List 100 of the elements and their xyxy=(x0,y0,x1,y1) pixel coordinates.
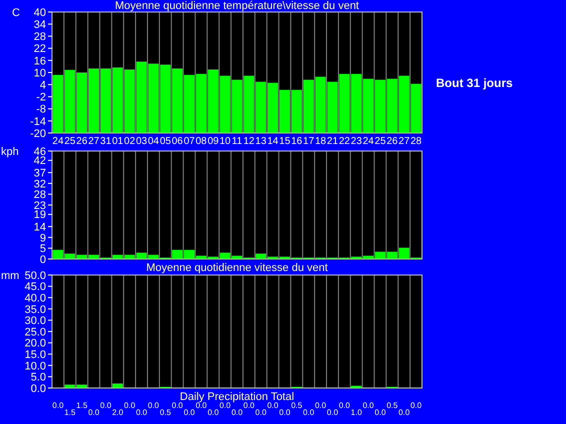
x-tick-label: 18 xyxy=(314,136,327,147)
x-tick-label: 24 xyxy=(362,136,374,147)
x-tick-label: 09 xyxy=(208,136,220,147)
x-axis-title: Moyenne quotidienne vitesse du vent xyxy=(146,262,328,274)
x-tick-label: 02 xyxy=(124,136,136,147)
y-tick-label: -2 xyxy=(36,92,46,104)
x-tick-label: 27 xyxy=(88,136,100,147)
data-label: 0.0 xyxy=(362,401,374,410)
x-tick-label: 11 xyxy=(232,136,243,147)
data-label: 0.0 xyxy=(374,408,386,417)
x-tick-label: 21 xyxy=(326,136,338,147)
data-label: 0.0 xyxy=(100,401,112,410)
y-tick-label: 10.0 xyxy=(24,360,46,372)
data-label: 1.5 xyxy=(76,401,88,410)
data-label: 0.5 xyxy=(160,408,172,417)
y-tick-label: 15.0 xyxy=(24,348,46,361)
y-tick-label: 0.0 xyxy=(30,382,46,395)
x-tick-label: 05 xyxy=(160,136,172,147)
data-label: 0.0 xyxy=(148,401,160,410)
x-tick-label: 13 xyxy=(255,136,267,147)
y-tick-label: 19 xyxy=(34,209,46,222)
data-label: 0.0 xyxy=(136,408,148,417)
y-tick-label: 14 xyxy=(34,221,46,234)
y-tick-label: -14 xyxy=(30,116,46,128)
x-tick-label: 12 xyxy=(243,136,255,147)
y-tick-label: -20 xyxy=(30,128,46,140)
x-tick-label: 01 xyxy=(112,136,124,147)
x-tick-label: 15 xyxy=(279,136,291,147)
chart-title: Moyenne quotidienne température\vitesse du vent xyxy=(115,0,359,12)
y-axis-title: mm xyxy=(1,270,20,282)
data-label: 0.0 xyxy=(196,401,208,410)
x-tick-label: 25 xyxy=(374,136,386,147)
x-tick-label: 08 xyxy=(196,136,208,147)
x-axis-title: Daily Precipitation Total xyxy=(180,391,294,403)
y-tick-label: 9 xyxy=(40,232,46,244)
x-tick-label: 26 xyxy=(386,136,398,147)
data-label: 1.0 xyxy=(350,408,362,417)
x-tick-label: 03 xyxy=(136,136,148,147)
data-label: 0.0 xyxy=(303,408,315,417)
y-tick-label: 10 xyxy=(34,67,46,80)
data-label: 0.0 xyxy=(314,401,327,410)
x-tick-label: 16 xyxy=(291,136,303,147)
x-tick-label: 14 xyxy=(267,136,279,147)
y-tick-label: 28 xyxy=(34,189,46,202)
x-tick-label: 06 xyxy=(172,136,184,147)
data-label: 0.0 xyxy=(243,401,256,410)
data-label: 0.0 xyxy=(220,401,232,410)
data-label: 0.0 xyxy=(88,408,100,417)
y-tick-label: 20.0 xyxy=(24,338,46,350)
y-tick-label: 34 xyxy=(34,18,46,31)
y-tick-label: 5.0 xyxy=(30,372,46,384)
data-label: 0.0 xyxy=(231,408,244,417)
x-tick-label: 17 xyxy=(303,136,315,147)
data-label: 2.0 xyxy=(112,408,124,417)
y-tick-label: 5 xyxy=(40,243,46,256)
y-tick-label: 40.0 xyxy=(24,292,46,304)
x-tick-label: 25 xyxy=(64,136,76,147)
x-tick-label: 23 xyxy=(350,136,362,147)
data-label: 0.0 xyxy=(208,408,220,417)
y-tick-label: 4 xyxy=(40,79,46,92)
y-axis-title: C xyxy=(12,6,20,19)
y-tick-label: 45.0 xyxy=(24,281,46,294)
data-label: 0.0 xyxy=(410,401,422,410)
x-tick-label: 04 xyxy=(148,136,160,147)
y-tick-label: 35.0 xyxy=(24,304,46,316)
data-label: 0.0 xyxy=(172,401,184,410)
y-tick-label: 32 xyxy=(34,178,46,190)
data-label: 0.5 xyxy=(386,401,398,410)
data-label: 0.0 xyxy=(255,408,267,417)
data-label: 1.5 xyxy=(64,408,76,417)
y-tick-label: 42 xyxy=(34,155,46,168)
x-tick-label: 26 xyxy=(76,136,88,147)
x-tick-label: 10 xyxy=(220,136,232,147)
x-tick-label: 07 xyxy=(184,136,196,147)
y-tick-label: 22 xyxy=(34,43,46,56)
text: Bout 31 jours xyxy=(436,76,513,90)
data-label: 0.0 xyxy=(338,401,351,410)
y-tick-label: 0 xyxy=(40,254,46,266)
y-tick-label: 28 xyxy=(34,31,46,44)
data-label: 0.0 xyxy=(52,401,64,410)
y-tick-label: -8 xyxy=(36,104,46,116)
y-tick-label: 16 xyxy=(34,55,46,68)
y-tick-label: 40 xyxy=(34,6,46,19)
data-label: 0.0 xyxy=(398,408,410,417)
x-tick-label: 31 xyxy=(100,136,112,147)
x-tick-label: 28 xyxy=(410,136,422,147)
data-label: 0.0 xyxy=(184,408,196,417)
x-tick-label: 24 xyxy=(52,136,64,147)
x-tick-label: 22 xyxy=(338,136,350,147)
y-tick-label: 37 xyxy=(34,167,46,180)
data-label: 0.0 xyxy=(279,408,291,417)
data-label: 0.0 xyxy=(267,401,279,410)
data-label: 0.0 xyxy=(326,408,339,417)
data-label: 0.0 xyxy=(124,401,136,410)
y-tick-label: 30.0 xyxy=(24,315,46,328)
data-label: 0.5 xyxy=(291,401,303,410)
x-tick-label: 27 xyxy=(398,136,410,147)
y-axis-title: kph xyxy=(1,146,19,158)
y-tick-label: 25.0 xyxy=(24,326,46,338)
y-tick-label: 50.0 xyxy=(24,270,46,282)
